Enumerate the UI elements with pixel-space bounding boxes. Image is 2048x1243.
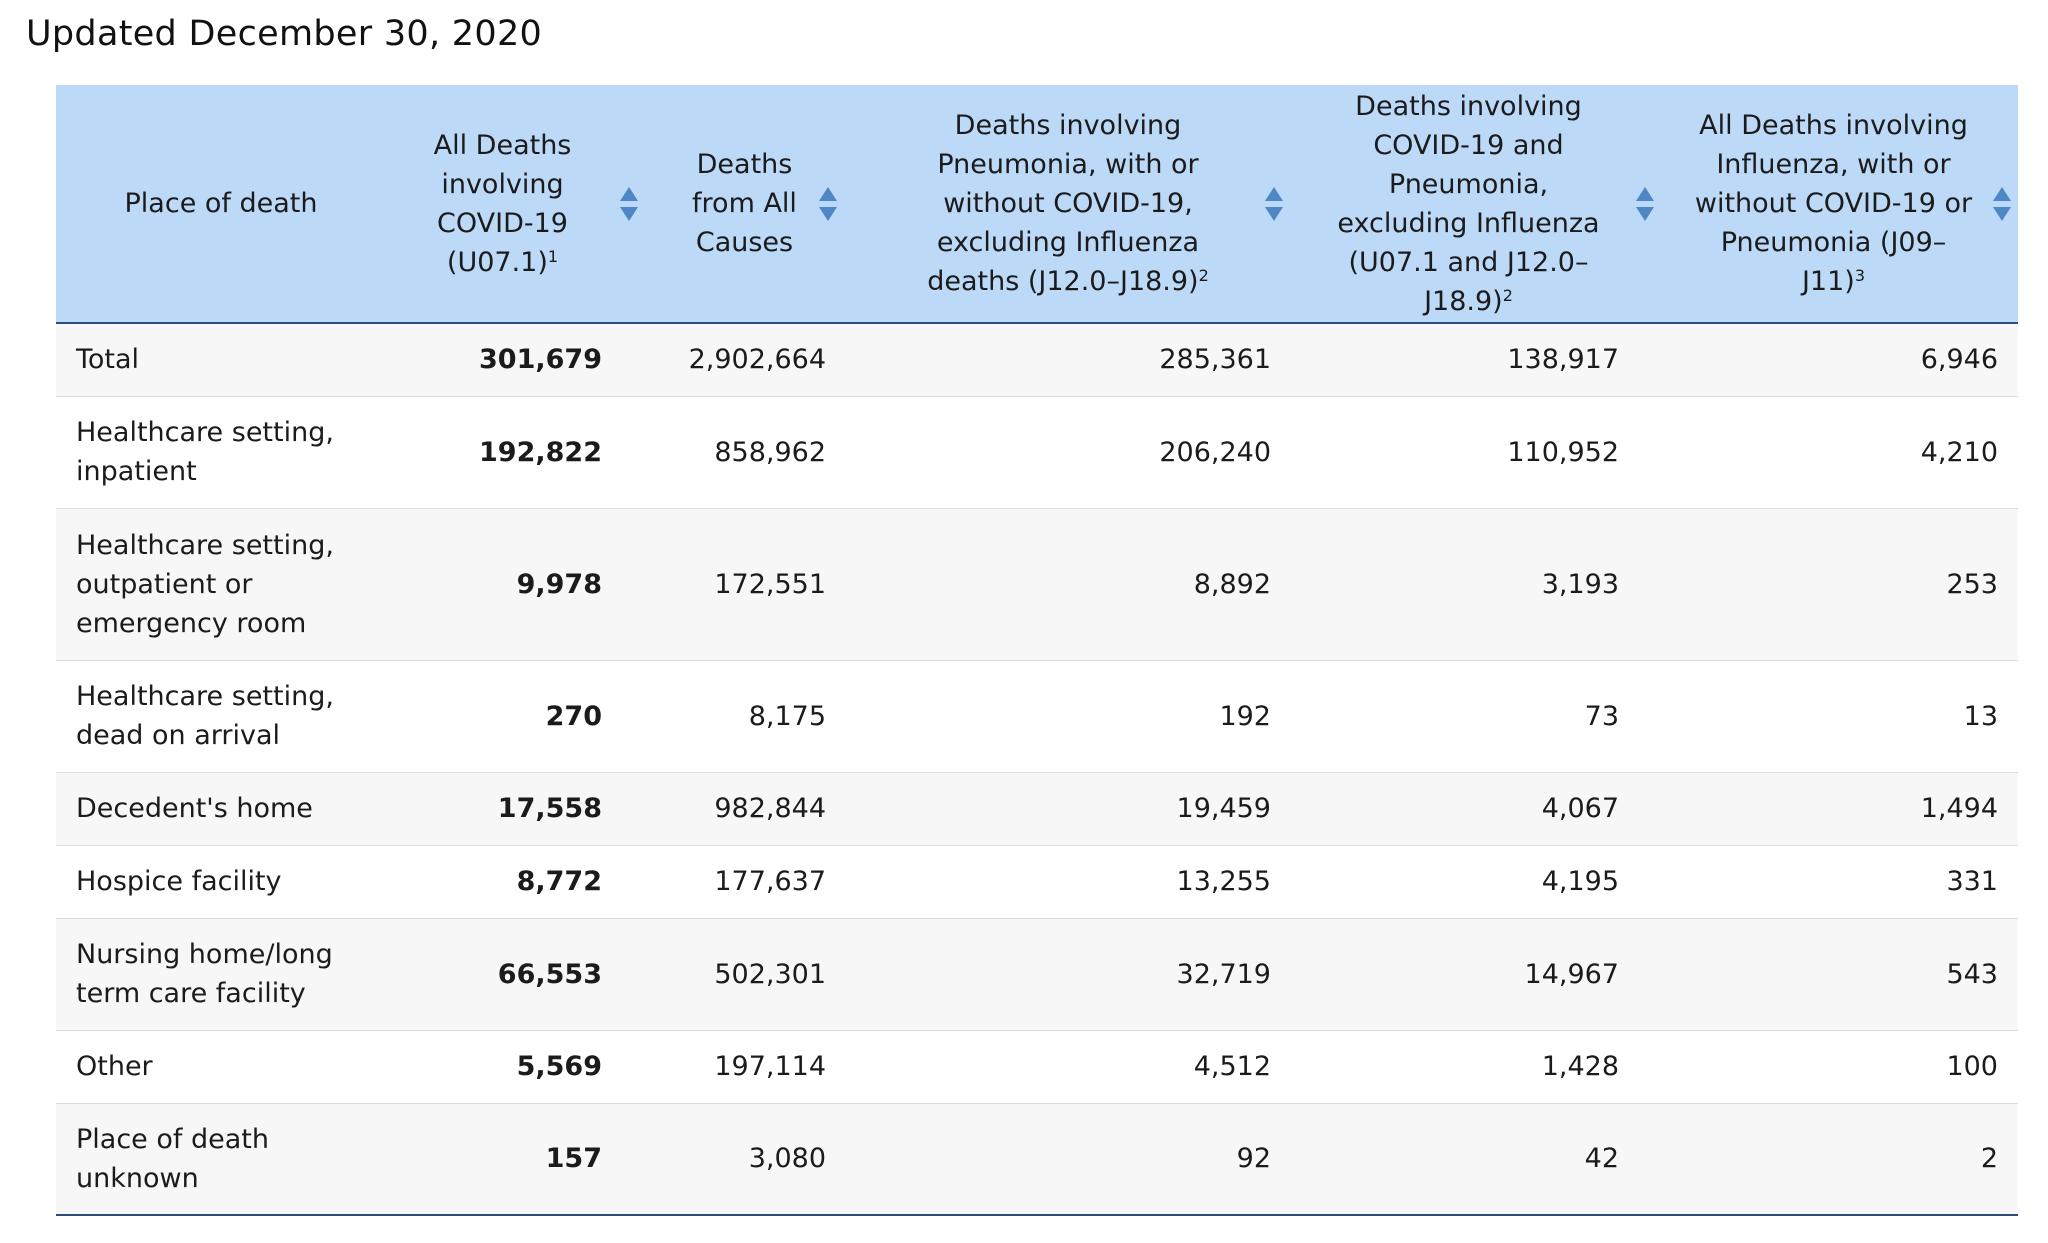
all-causes-cell: 177,637 — [714, 866, 826, 897]
place-cell: Total — [76, 344, 140, 376]
table-row: Decedent's home 17,558 982,844 19,459 4,… — [56, 772, 2018, 845]
sort-arrows-icon[interactable] — [1264, 186, 1284, 221]
table-header-row: Place of death All Deaths involving COVI… — [56, 85, 2018, 323]
table-row: Healthcare setting, outpatient or emerge… — [56, 508, 2018, 660]
pneumonia-cell: 92 — [1236, 1143, 1271, 1175]
all-causes-cell: 3,080 — [748, 1143, 826, 1175]
table-row: Other 5,569 197,114 4,512 1,428 100 — [56, 1030, 2018, 1103]
influenza-cell: 331 — [1946, 866, 1998, 897]
header-label: All Deaths involving Influenza, with or … — [1694, 110, 1973, 297]
all-causes-cell: 2,902,664 — [688, 344, 826, 376]
place-cell: Healthcare setting, outpatient or emerge… — [76, 529, 334, 639]
deaths-by-place-table: Place of death All Deaths involving COVI… — [56, 85, 2018, 1216]
sort-arrows-icon[interactable] — [1635, 186, 1655, 221]
pneumonia-cell: 19,459 — [1176, 793, 1271, 824]
influenza-cell: 2 — [1980, 1143, 1998, 1175]
header-covid-deaths[interactable]: All Deaths involving COVID-19 (U07.1)1 — [376, 85, 645, 323]
table-row: Healthcare setting, inpatient 192,822 85… — [56, 396, 2018, 508]
covid-deaths-cell: 270 — [545, 700, 602, 732]
place-cell: Healthcare setting, inpatient — [76, 417, 334, 487]
header-label: All Deaths involving COVID-19 (U07.1) — [433, 129, 572, 278]
pneumonia-cell: 192 — [1219, 700, 1271, 732]
header-label: Place of death — [124, 188, 318, 219]
place-cell: Place of death unknown — [76, 1123, 269, 1194]
covid-pneumonia-cell: 4,195 — [1541, 866, 1619, 897]
place-cell: Nursing home/long term care facility — [76, 939, 333, 1009]
influenza-cell: 543 — [1946, 958, 1998, 990]
influenza-cell: 13 — [1963, 700, 1998, 732]
deaths-table-container: Place of death All Deaths involving COVI… — [56, 85, 2018, 1216]
pneumonia-cell: 32,719 — [1176, 958, 1271, 990]
covid-deaths-cell: 157 — [545, 1143, 602, 1175]
place-cell: Other — [76, 1051, 153, 1082]
footnote-marker: 2 — [1502, 285, 1513, 305]
place-cell: Hospice facility — [76, 866, 282, 897]
table-row: Place of death unknown 157 3,080 92 42 2 — [56, 1103, 2018, 1215]
header-label: Deaths from All Causes — [692, 149, 797, 258]
pneumonia-cell: 206,240 — [1159, 436, 1271, 468]
all-causes-cell: 197,114 — [714, 1051, 826, 1082]
header-all-causes[interactable]: Deaths from All Causes — [645, 85, 844, 323]
header-place-of-death: Place of death — [56, 85, 376, 323]
covid-deaths-cell: 8,772 — [516, 866, 602, 897]
influenza-cell: 1,494 — [1920, 793, 1998, 824]
covid-pneumonia-cell: 138,917 — [1507, 344, 1619, 376]
covid-pneumonia-cell: 1,428 — [1541, 1051, 1619, 1082]
influenza-cell: 253 — [1946, 568, 1998, 600]
covid-pneumonia-cell: 42 — [1584, 1143, 1619, 1175]
covid-deaths-cell: 17,558 — [497, 793, 602, 824]
covid-pneumonia-cell: 110,952 — [1507, 436, 1619, 468]
footnote-marker: 2 — [1198, 266, 1209, 285]
header-label: Deaths involving COVID-19 and Pneumonia,… — [1337, 90, 1600, 317]
covid-deaths-cell: 66,553 — [497, 958, 602, 990]
table-row: Total 301,679 2,902,664 285,361 138,917 … — [56, 323, 2018, 396]
all-causes-cell: 982,844 — [714, 793, 826, 824]
covid-deaths-cell: 301,679 — [479, 344, 602, 376]
pneumonia-cell: 285,361 — [1159, 344, 1271, 376]
place-cell: Decedent's home — [76, 793, 313, 824]
influenza-cell: 4,210 — [1920, 436, 1998, 468]
covid-pneumonia-cell: 3,193 — [1541, 568, 1619, 600]
header-covid-pneumonia-deaths[interactable]: Deaths involving COVID-19 and Pneumonia,… — [1290, 85, 1661, 323]
place-cell: Healthcare setting, dead on arrival — [76, 681, 334, 751]
pneumonia-cell: 8,892 — [1193, 568, 1271, 600]
sort-arrows-icon[interactable] — [619, 186, 639, 221]
covid-deaths-cell: 5,569 — [516, 1051, 602, 1082]
sort-arrows-icon[interactable] — [818, 186, 838, 221]
pneumonia-cell: 4,512 — [1193, 1051, 1271, 1082]
header-influenza-deaths[interactable]: All Deaths involving Influenza, with or … — [1661, 85, 2018, 323]
influenza-cell: 100 — [1946, 1051, 1998, 1082]
pneumonia-cell: 13,255 — [1176, 866, 1271, 897]
table-row: Healthcare setting, dead on arrival 270 … — [56, 660, 2018, 772]
all-causes-cell: 172,551 — [714, 568, 826, 600]
sort-arrows-icon[interactable] — [1992, 186, 2012, 221]
page-title: Updated December 30, 2020 — [26, 14, 543, 54]
all-causes-cell: 858,962 — [714, 436, 826, 468]
covid-pneumonia-cell: 14,967 — [1524, 958, 1619, 990]
table-row: Hospice facility 8,772 177,637 13,255 4,… — [56, 845, 2018, 918]
influenza-cell: 6,946 — [1920, 344, 1998, 376]
footnote-marker: 1 — [547, 246, 559, 266]
table-row: Nursing home/long term care facility 66,… — [56, 918, 2018, 1030]
header-label: Deaths involving Pneumonia, with or with… — [927, 110, 1200, 297]
header-pneumonia-deaths[interactable]: Deaths involving Pneumonia, with or with… — [844, 85, 1290, 323]
covid-deaths-cell: 9,978 — [516, 568, 602, 600]
covid-pneumonia-cell: 4,067 — [1541, 793, 1619, 824]
covid-pneumonia-cell: 73 — [1584, 700, 1619, 732]
footnote-marker: 3 — [1854, 266, 1866, 285]
all-causes-cell: 8,175 — [748, 700, 826, 732]
all-causes-cell: 502,301 — [714, 958, 826, 990]
covid-deaths-cell: 192,822 — [479, 436, 602, 468]
